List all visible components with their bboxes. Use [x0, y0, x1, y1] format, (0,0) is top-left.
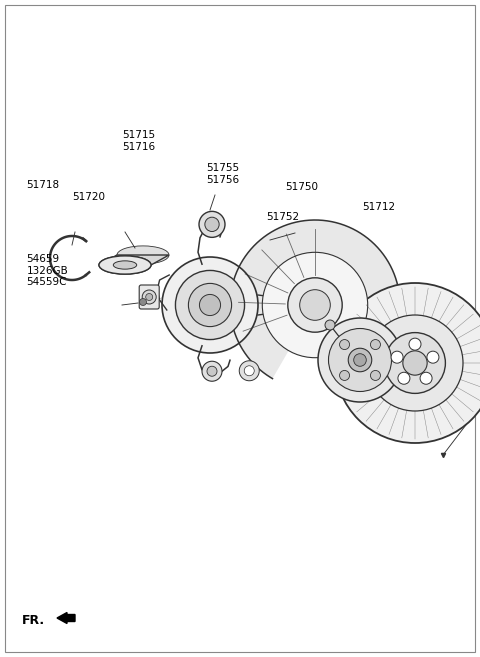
Circle shape — [359, 371, 378, 391]
Circle shape — [335, 283, 480, 443]
Text: 51720: 51720 — [72, 192, 105, 202]
Circle shape — [427, 351, 439, 363]
Circle shape — [420, 373, 432, 384]
Text: FR.: FR. — [22, 614, 45, 627]
Circle shape — [371, 340, 381, 350]
Text: 54659
1326GB
54559C: 54659 1326GB 54559C — [26, 254, 68, 287]
Ellipse shape — [117, 246, 169, 264]
Circle shape — [339, 340, 349, 350]
Ellipse shape — [99, 256, 151, 274]
Circle shape — [288, 278, 342, 332]
Circle shape — [409, 338, 421, 350]
Ellipse shape — [99, 256, 151, 274]
Circle shape — [207, 366, 217, 376]
Circle shape — [176, 271, 244, 340]
Text: 51715
51716: 51715 51716 — [122, 131, 156, 152]
Circle shape — [398, 373, 410, 384]
Text: 51755
51756: 51755 51756 — [206, 164, 240, 185]
Circle shape — [391, 351, 403, 363]
Circle shape — [202, 361, 222, 381]
FancyArrow shape — [57, 612, 75, 623]
FancyBboxPatch shape — [139, 285, 159, 309]
Circle shape — [162, 257, 258, 353]
Circle shape — [146, 294, 153, 300]
Ellipse shape — [113, 261, 137, 269]
Circle shape — [384, 332, 445, 394]
Circle shape — [140, 298, 146, 306]
Circle shape — [391, 346, 400, 357]
Circle shape — [339, 371, 349, 380]
Text: 1220FS: 1220FS — [406, 353, 444, 363]
Circle shape — [354, 353, 366, 367]
Circle shape — [200, 294, 221, 315]
Polygon shape — [99, 255, 169, 265]
Text: 51712: 51712 — [362, 202, 396, 212]
Circle shape — [205, 217, 219, 231]
Circle shape — [371, 371, 381, 380]
Circle shape — [348, 348, 372, 372]
Circle shape — [403, 351, 427, 375]
Circle shape — [262, 252, 368, 357]
Polygon shape — [230, 220, 400, 378]
Circle shape — [199, 212, 225, 237]
Circle shape — [328, 328, 392, 392]
Circle shape — [300, 290, 330, 321]
Circle shape — [363, 376, 373, 386]
Circle shape — [325, 320, 335, 330]
Text: 51718: 51718 — [26, 180, 60, 191]
Circle shape — [318, 318, 402, 402]
Circle shape — [244, 366, 254, 376]
Text: 51750: 51750 — [286, 182, 319, 193]
Circle shape — [385, 342, 406, 361]
Circle shape — [367, 315, 463, 411]
Circle shape — [142, 290, 156, 304]
Circle shape — [188, 283, 231, 327]
Circle shape — [239, 361, 259, 381]
Text: 51752: 51752 — [266, 212, 300, 222]
